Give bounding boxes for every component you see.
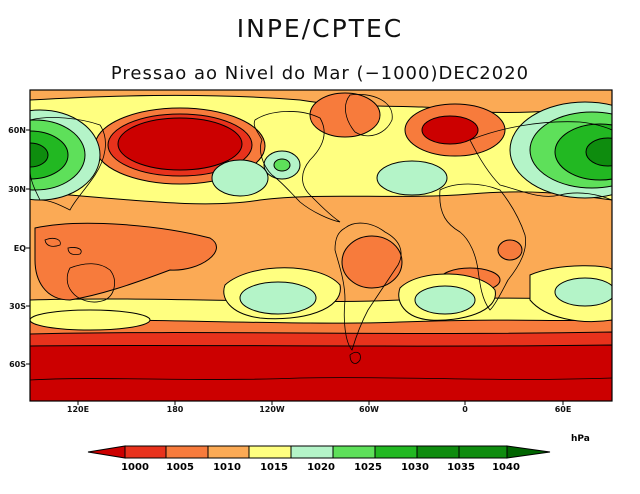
lon-label-120e: 120E [66, 405, 90, 414]
colorbar [87, 445, 551, 459]
coast-africa [439, 183, 527, 311]
na-high-1030 [273, 158, 291, 172]
colorbar-seg-1005 [165, 445, 209, 459]
siberian-high-west-1040 [30, 142, 49, 168]
colorbar-seg-1040 [458, 445, 508, 459]
south-america-low [341, 235, 403, 289]
colorbar-label-1005: 1005 [166, 462, 194, 473]
coast-australia [66, 263, 115, 303]
coastlines [30, 94, 612, 381]
lon-label-180: 180 [166, 405, 184, 414]
colorbar-label-1015: 1015 [260, 462, 288, 473]
colorbar-low-arrow [87, 445, 126, 459]
coast-antarctic-peninsula [349, 351, 361, 364]
lat-label-60s: 60S [9, 360, 26, 369]
coast-antarctica [30, 377, 612, 381]
icelandic-low-1000 [421, 115, 479, 145]
se-pacific-high-1025 [239, 281, 317, 315]
siberian-high-east-1035 [554, 123, 612, 181]
colorbar-seg-1015 [248, 445, 292, 459]
coast-indonesia [44, 237, 82, 256]
colorbar-seg-1035 [416, 445, 460, 459]
map-frame [29, 89, 613, 402]
colorbar-label-1040: 1040 [492, 462, 520, 473]
aus-high-1020 [30, 309, 151, 331]
colorbar-label-1025: 1025 [354, 462, 382, 473]
colorbar-label-1020: 1020 [307, 462, 335, 473]
arctic-1010 [309, 92, 381, 138]
map-title: Pressao ao Nivel do Mar (−1000)DEC2020 [110, 63, 530, 84]
azores-high-1025 [376, 160, 448, 196]
indian-ocean-high-1025 [554, 277, 612, 307]
lon-label-120w: 120W [259, 405, 285, 414]
colorbar-label-1035: 1035 [447, 462, 475, 473]
siberian-high-east-1040 [585, 137, 612, 167]
institution-title: INPE/CPTEC [236, 14, 404, 43]
lon-label-60e: 60E [554, 405, 572, 414]
lon-label-60w: 60W [359, 405, 379, 414]
coast-south-america [334, 222, 402, 351]
axis-ticks [26, 129, 564, 405]
lat-label-30s: 30S [9, 302, 26, 311]
lat-label-eq: EQ [13, 244, 26, 253]
colorbar-high-arrow [506, 445, 551, 459]
coast-north-america [253, 111, 341, 223]
colorbar-seg-1000 [124, 445, 167, 459]
colorbar-seg-1025 [332, 445, 376, 459]
coast-greenland [345, 94, 393, 137]
colorbar-seg-1030 [374, 445, 418, 459]
colorbar-seg-1010 [207, 445, 250, 459]
colorbar-label-1030: 1030 [401, 462, 429, 473]
lon-label-0: 0 [462, 405, 468, 414]
africa-low [497, 239, 523, 261]
colorbar-seg-1020 [290, 445, 334, 459]
aleutian-low-1000 [117, 117, 243, 171]
colorbar-label-1000: 1000 [121, 462, 149, 473]
indo-pacific-low [34, 222, 217, 301]
colorbar-label-1010: 1010 [213, 462, 241, 473]
lat-label-60n: 60N [8, 126, 26, 135]
s-atlantic-high-1025 [414, 285, 476, 315]
colorbar-unit: hPa [571, 434, 590, 444]
siberian-high-west-1035 [30, 130, 69, 180]
lat-label-30n: 30N [8, 185, 26, 194]
coast-asia-west [30, 117, 106, 211]
coast-eurasia [469, 121, 612, 201]
pacific-high-1020 [211, 159, 269, 197]
band-1000-south [30, 344, 612, 401]
